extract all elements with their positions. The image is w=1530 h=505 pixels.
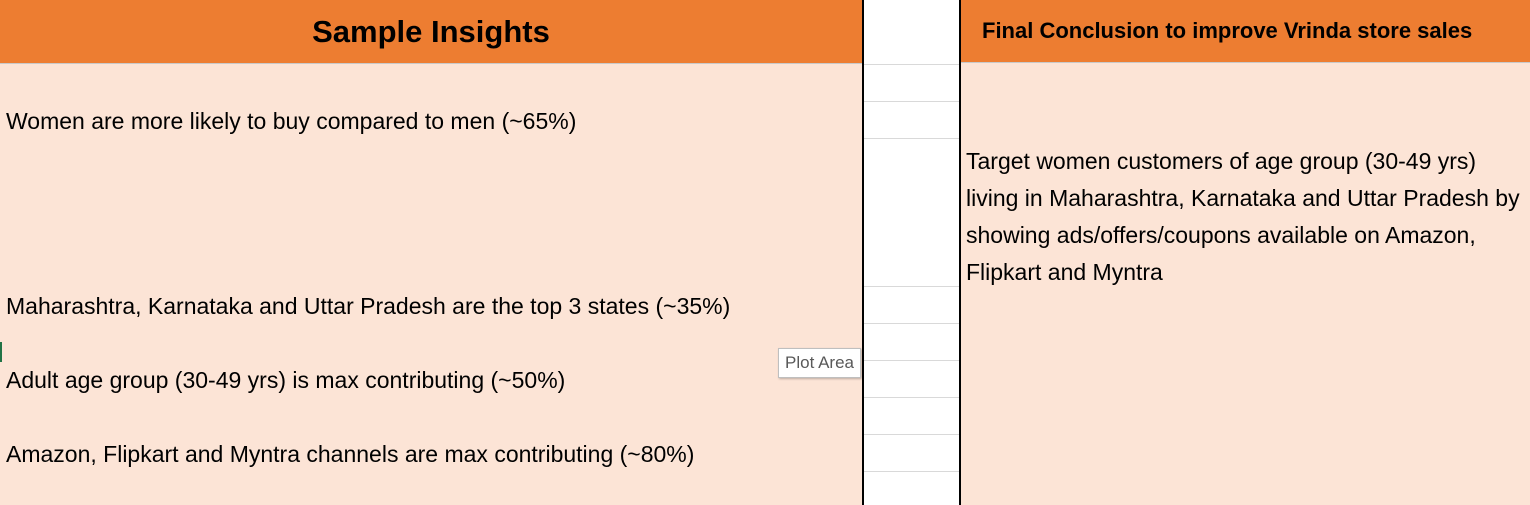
gridline — [864, 434, 959, 435]
gridline — [864, 360, 959, 361]
sample-insights-panel[interactable]: Sample Insights Women are more likely to… — [0, 0, 862, 505]
selection-handle[interactable] — [0, 342, 2, 362]
final-conclusion-title: Final Conclusion to improve Vrinda store… — [961, 0, 1530, 63]
gridline — [864, 138, 959, 139]
panel-divider-left — [862, 0, 864, 505]
gridline — [864, 323, 959, 324]
gridline — [864, 471, 959, 472]
final-conclusion-text: Target women customers of age group (30-… — [966, 148, 1520, 285]
insight-age-group: Adult age group (30-49 yrs) is max contr… — [6, 367, 566, 393]
gap-column-cells[interactable] — [864, 0, 959, 505]
gridline — [864, 286, 959, 287]
sample-insights-title: Sample Insights — [0, 0, 862, 64]
gridline — [864, 64, 959, 65]
gridline — [864, 397, 959, 398]
panel-divider-right — [959, 0, 961, 505]
final-conclusion-panel[interactable]: Final Conclusion to improve Vrinda store… — [961, 0, 1530, 505]
insight-gender: Women are more likely to buy compared to… — [6, 108, 577, 134]
gridline — [864, 101, 959, 102]
plot-area-tooltip: Plot Area — [778, 348, 861, 378]
insight-top-states: Maharashtra, Karnataka and Uttar Pradesh… — [6, 293, 731, 319]
insight-channels: Amazon, Flipkart and Myntra channels are… — [6, 441, 695, 467]
